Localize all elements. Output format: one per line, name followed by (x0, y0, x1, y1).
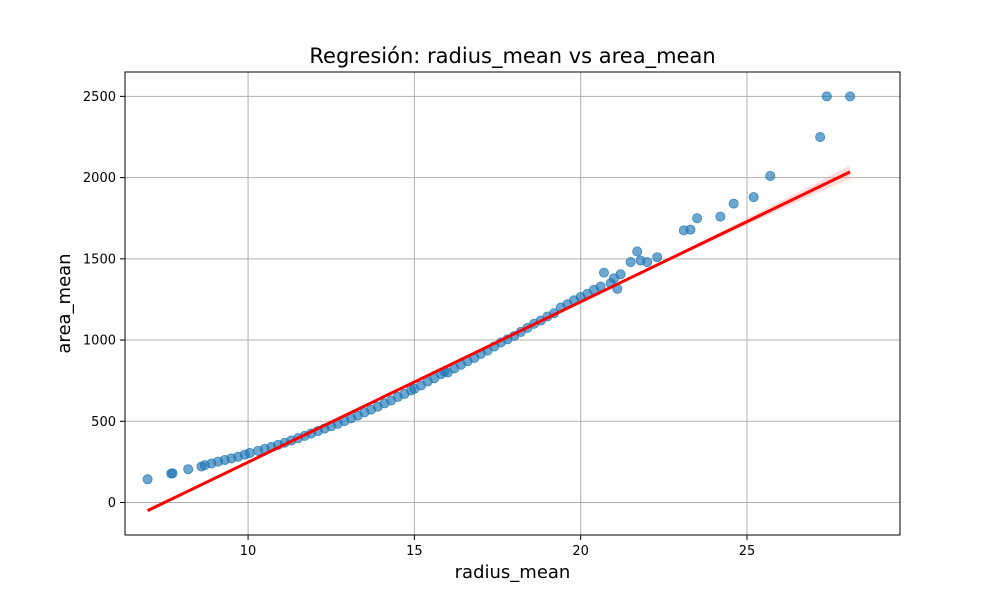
data-point (715, 211, 726, 222)
regression-line (146, 170, 851, 512)
y-tick-label: 2000 (83, 171, 116, 186)
data-point (845, 91, 856, 102)
data-point (652, 252, 663, 263)
data-point (642, 257, 653, 268)
chart-title: Regresión: radius_mean vs area_mean (309, 44, 715, 69)
y-tick-label: 500 (91, 415, 116, 430)
axis-ticks: 10 15 20 25 0 500 1000 1500 2000 2500 (83, 90, 755, 559)
data-point (625, 257, 636, 268)
data-point (685, 224, 696, 235)
data-point (692, 213, 703, 224)
y-tick-label: 1500 (83, 252, 116, 267)
y-tick-label: 2500 (83, 90, 116, 105)
x-axis-label: radius_mean (455, 562, 571, 583)
data-point (244, 447, 255, 458)
x-tick-label: 20 (572, 544, 589, 559)
data-point (598, 267, 609, 278)
data-point (728, 198, 739, 209)
data-point (765, 170, 776, 181)
data-point (615, 269, 626, 280)
y-tick-label: 0 (108, 496, 116, 511)
x-tick-label: 25 (739, 544, 756, 559)
scatter-points (142, 91, 856, 485)
plot-frame (124, 71, 901, 536)
data-point (821, 91, 832, 102)
data-point (142, 474, 153, 485)
data-point (748, 192, 759, 203)
data-point (632, 246, 643, 257)
x-tick-label: 15 (406, 544, 423, 559)
data-point (167, 468, 178, 479)
data-point (183, 464, 194, 475)
regression-line-group (146, 170, 851, 512)
y-axis-label: area_mean (54, 253, 75, 353)
x-tick-label: 10 (240, 544, 257, 559)
y-tick-label: 1000 (83, 334, 116, 349)
data-point (815, 131, 826, 142)
